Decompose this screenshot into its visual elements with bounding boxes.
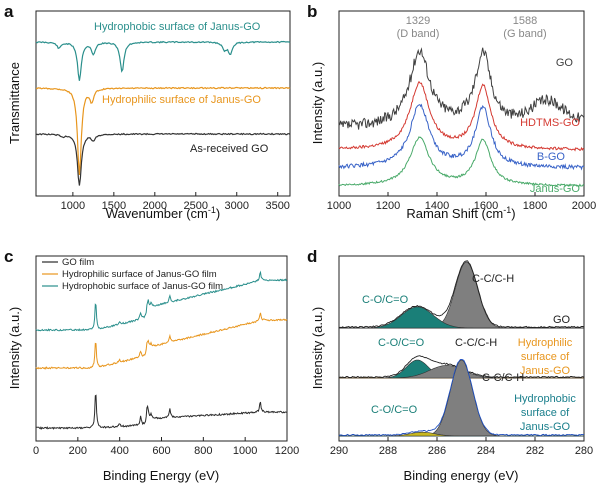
d-hl-name-1: Hydrophilic — [518, 337, 573, 349]
legend-hydrophobic-film: Hydrophobic surface of Janus-GO film — [62, 281, 223, 292]
panel-b-line-3 — [338, 136, 585, 187]
panel-b-legend-hdtms: HDTMS-GO — [520, 117, 580, 129]
panel-a-line-2 — [35, 132, 291, 186]
panel-c-tick-label-600: 600 — [152, 445, 170, 457]
panel-b-ylabel: Intensity (a.u.) — [310, 62, 325, 144]
panel-b-xticks: 1000 1200 1400 1600 1800 2000 — [327, 192, 596, 212]
panel-d-label: d — [307, 247, 317, 266]
panel-a-frame — [35, 10, 291, 197]
panel-a-series — [35, 40, 291, 186]
panel-d-envelope-2 — [338, 358, 584, 437]
panel-b-g-band-name: (G band) — [503, 28, 546, 40]
d-hb-co-label: C-O/C=O — [371, 404, 418, 416]
panel-b-tick-label-1600: 1600 — [474, 200, 498, 212]
legend-go-film: GO film — [62, 257, 94, 268]
panel-b-d-band-name: (D band) — [397, 28, 440, 40]
panel-b-tick-label-1400: 1400 — [425, 200, 449, 212]
panel-b-tick-label-1200: 1200 — [376, 200, 400, 212]
panel-d-tick-label-280: 280 — [575, 445, 593, 457]
panel-d-frame — [338, 255, 585, 442]
panel-c: c 0 200 400 600 800 1000 1200 Intensity (a.u.)… — [4, 247, 299, 483]
panel-d: d 290 288 286 284 282 280 Intensity (a.u.) Bi… — [307, 247, 593, 483]
panel-c-series — [35, 270, 288, 430]
panel-a-legend-hydrophobic: Hydrophobic surface of Janus-GO — [94, 21, 261, 33]
panel-a-tick-label-1500: 1500 — [102, 200, 126, 212]
panel-d-component-2-1 — [339, 431, 584, 437]
d-hl-co-label: C-O/C=O — [378, 337, 425, 349]
panel-a-xticks: 1000 1500 2000 2500 3000 3500 — [61, 192, 290, 212]
panel-c-ylabel: Intensity (a.u.) — [7, 307, 22, 389]
d-go-co-label: C-O/C=O — [362, 294, 409, 306]
panel-d-xticks: 290 288 286 284 282 280 — [330, 437, 593, 457]
panel-d-envelope-0 — [338, 260, 585, 329]
panel-c-tick-label-0: 0 — [33, 445, 39, 457]
panel-b-tick-label-1000: 1000 — [327, 200, 351, 212]
panel-b-tick-label-1800: 1800 — [523, 200, 547, 212]
panel-d-tick-label-286: 286 — [428, 445, 446, 457]
panel-a-tick-label-2000: 2000 — [143, 200, 167, 212]
panel-c-label: c — [4, 247, 13, 266]
d-hl-cc-label: C-C/C-H — [455, 337, 497, 349]
panel-a: a 1000 1500 2000 2500 3000 3500 Transmittance… — [4, 2, 291, 221]
panel-a-tick-label-2500: 2500 — [184, 200, 208, 212]
panel-c-line-2 — [35, 270, 287, 332]
panel-b: b 1000 1200 1400 1600 1800 2000 Intensity (a.… — [307, 2, 596, 221]
panel-d-tick-label-284: 284 — [477, 445, 495, 457]
d-hl-name-3: Janus-GO — [520, 365, 571, 377]
panel-a-legend-hydrophilic: Hydrophilic surface of Janus-GO — [102, 94, 261, 106]
panel-b-legend-bgo: B-GO — [537, 151, 566, 163]
panel-c-xticks: 0 200 400 600 800 1000 1200 — [33, 437, 299, 457]
panel-c-tick-label-400: 400 — [110, 445, 128, 457]
panel-c-tick-label-800: 800 — [194, 445, 212, 457]
panel-a-ylabel: Transmittance — [7, 62, 22, 144]
panel-a-line-1 — [35, 86, 291, 175]
d-hl-name-2: surface of — [521, 351, 570, 363]
d-hb-name-3: Janus-GO — [520, 421, 571, 433]
panel-b-label: b — [307, 2, 317, 21]
panel-b-line-2 — [338, 103, 585, 171]
panel-b-series — [338, 47, 585, 187]
panel-c-tick-label-1200: 1200 — [275, 445, 299, 457]
panel-d-xlabel: Binding energy (eV) — [404, 468, 519, 483]
panel-a-label: a — [4, 2, 14, 21]
legend-hydrophilic-film: Hydrophilic surface of Janus-GO film — [62, 269, 217, 280]
panel-b-d-band-pos: 1329 — [406, 15, 430, 27]
d-go-cc-label: C-C/C-H — [472, 273, 514, 285]
panel-b-line-1 — [338, 80, 585, 152]
panel-a-xlabel: Wavenumber (cm-1) — [106, 205, 220, 221]
panel-b-tick-label-2000: 2000 — [572, 200, 596, 212]
panel-a-tick-label-1000: 1000 — [61, 200, 85, 212]
panel-c-tick-label-200: 200 — [69, 445, 87, 457]
panel-a-tick-label-3500: 3500 — [265, 200, 289, 212]
panel-d-tick-label-282: 282 — [526, 445, 544, 457]
panel-d-ylabel: Intensity (a.u.) — [310, 307, 325, 389]
panel-b-xlabel: Raman Shift (cm-1) — [406, 205, 515, 221]
panel-a-legend-go: As-received GO — [190, 143, 269, 155]
d-go-name: GO — [553, 314, 571, 326]
panel-c-tick-label-1000: 1000 — [233, 445, 257, 457]
panel-c-xlabel: Binding Energy (eV) — [103, 468, 219, 483]
panel-d-spectra — [338, 260, 585, 437]
panel-a-tick-label-3000: 3000 — [224, 200, 248, 212]
d-hb-cc-label: C-C/C-H — [482, 372, 524, 384]
panel-b-frame — [338, 10, 585, 197]
panel-d-component-0-1 — [339, 306, 584, 329]
d-hb-name-2: surface of — [521, 407, 570, 419]
panel-c-line-1 — [35, 312, 288, 370]
panel-b-legend-janus: Janus-GO — [530, 183, 581, 195]
panel-b-line-0 — [338, 47, 585, 130]
panel-c-legend: GO film Hydrophilic surface of Janus-GO … — [42, 257, 223, 292]
panel-b-g-band-pos: 1588 — [513, 15, 537, 27]
panel-a-line-0 — [35, 40, 291, 81]
panel-b-legend-go: GO — [556, 57, 574, 69]
panel-d-tick-label-288: 288 — [379, 445, 397, 457]
panel-c-line-0 — [36, 394, 288, 430]
panel-d-tick-label-290: 290 — [330, 445, 348, 457]
d-hb-name-1: Hydrophobic — [514, 393, 576, 405]
